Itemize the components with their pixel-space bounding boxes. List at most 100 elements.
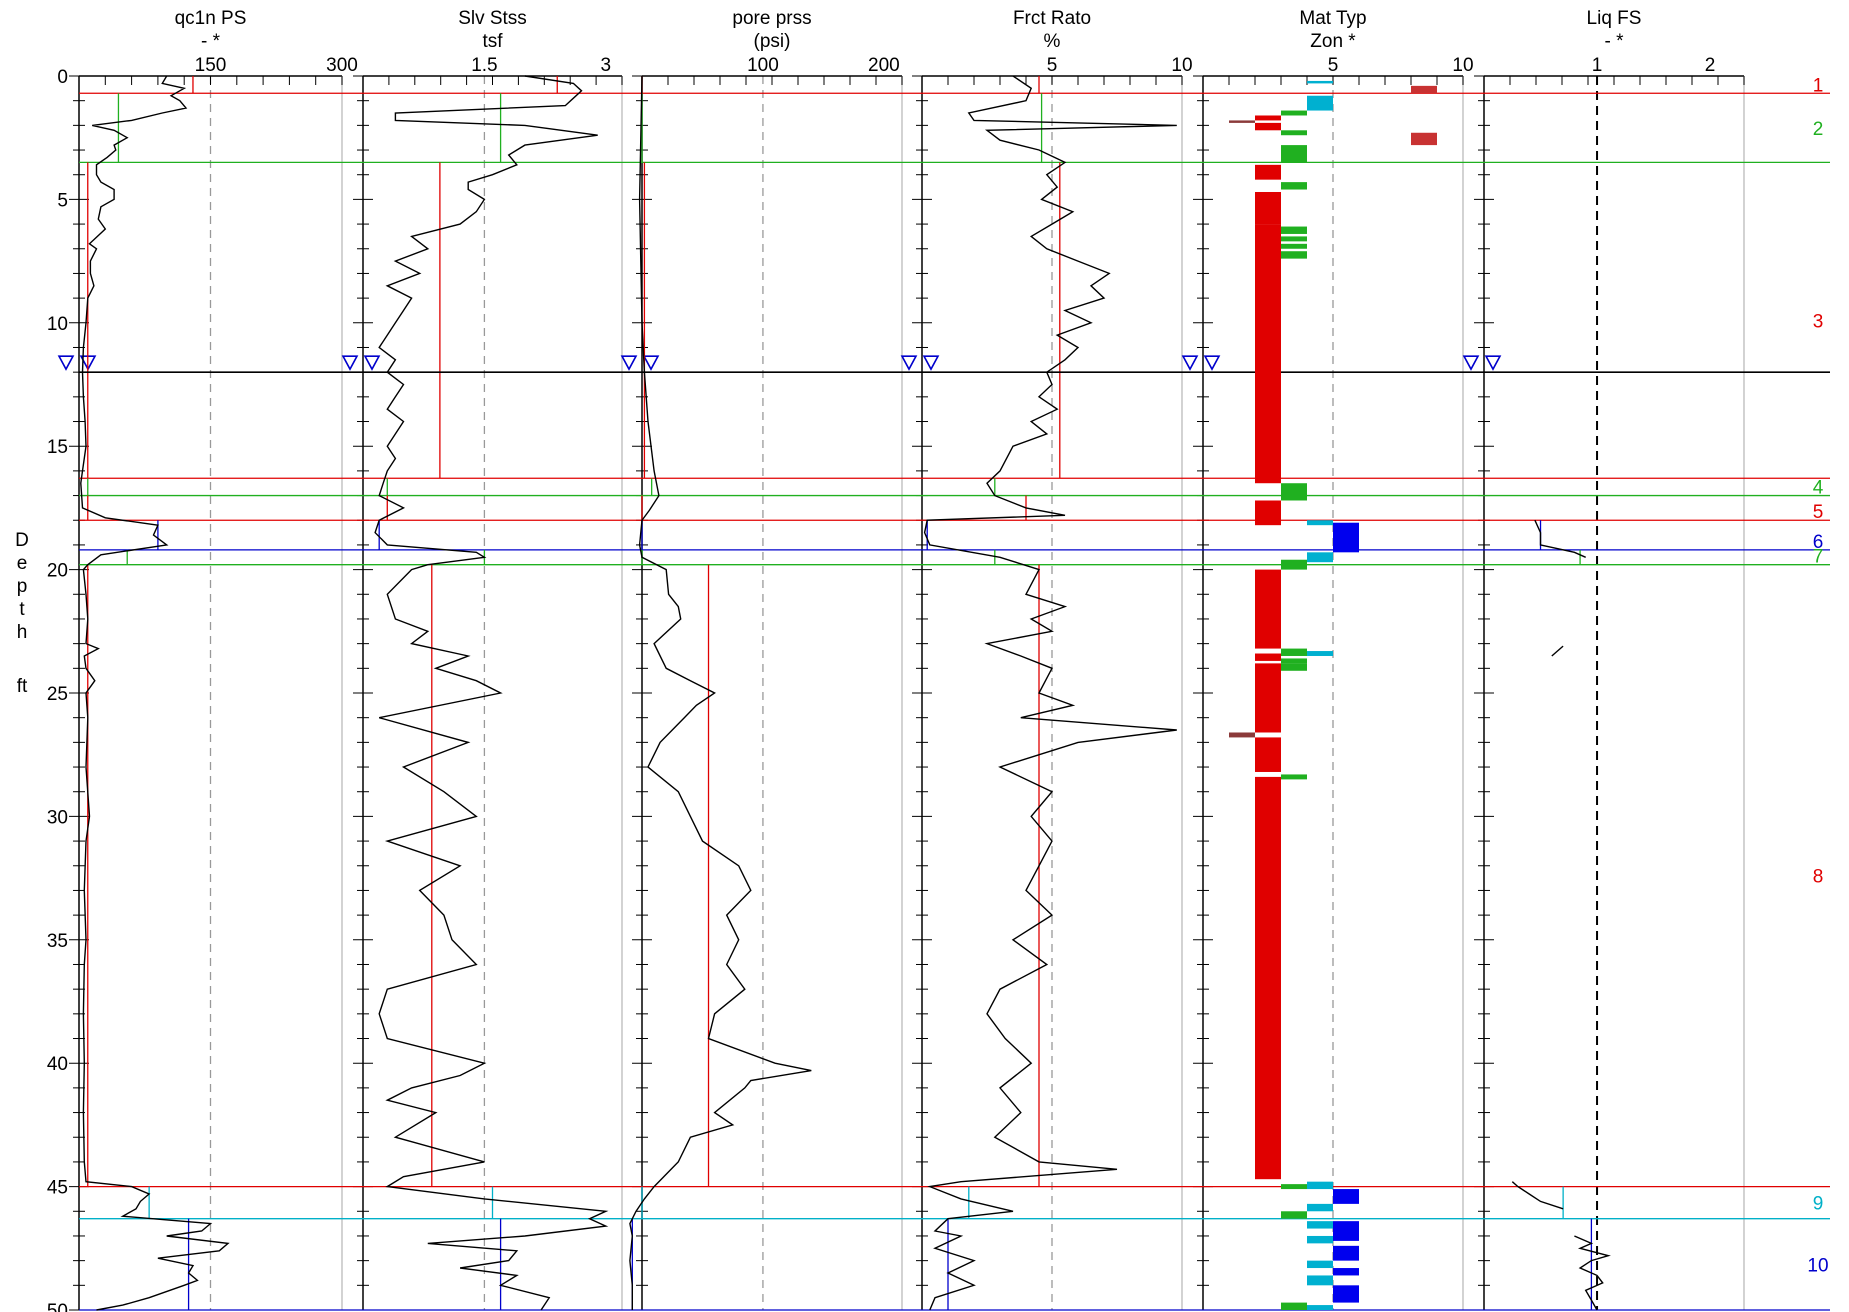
layer-4: 4: [79, 478, 1830, 499]
soil-zone-bar: [1281, 663, 1307, 671]
soil-zone-bar: [1333, 1245, 1359, 1261]
layer-label: 5: [1813, 502, 1824, 523]
soil-zone-bar: [1229, 120, 1255, 123]
soil-zone-bar: [1281, 226, 1307, 234]
profile-line: [1534, 519, 1586, 558]
track-unit: tsf: [482, 31, 503, 52]
y-tick-label: 10: [47, 314, 68, 335]
soil-zone-bar: [1281, 182, 1307, 190]
soil-zone-bar: [1255, 191, 1281, 225]
track-title: Liq FS: [1587, 8, 1642, 29]
soil-zone-bar: [1411, 85, 1437, 94]
profile-line: [1574, 1235, 1611, 1311]
profile-line: [80, 75, 230, 1311]
soil-zone-bar: [1281, 1211, 1307, 1219]
soil-zone-bar: [1333, 1285, 1359, 1303]
layer-label: 7: [1813, 547, 1824, 568]
soil-zone-bar: [1333, 1268, 1359, 1276]
layer-label: 3: [1813, 311, 1824, 332]
track-title: pore prss: [732, 8, 811, 29]
x-tick-label: 100: [747, 55, 779, 76]
soil-zone-bar: [1333, 522, 1359, 553]
water-table-icon: [1203, 355, 1221, 371]
track-unit: - *: [1605, 31, 1625, 52]
y-tick-label: 20: [47, 561, 68, 582]
track-title: Slv Stss: [458, 8, 527, 29]
x-tick-label: 200: [868, 55, 900, 76]
layer-label: 4: [1813, 478, 1824, 499]
soil-zone-bar: [1281, 1184, 1307, 1190]
profile-line: [1511, 1181, 1564, 1210]
layer-9: 9: [79, 1186, 1830, 1220]
water-table-icon: [642, 355, 660, 371]
layer-3: 3: [79, 162, 1830, 479]
soil-zone-bar: [1255, 115, 1281, 121]
soil-zone-bar: [1307, 520, 1333, 526]
water-table-icon: [341, 355, 359, 371]
layer-label: 1: [1813, 75, 1824, 96]
soil-zone-bar: [1411, 132, 1437, 146]
y-tick-label: 50: [47, 1301, 68, 1312]
water-table-icon: [1484, 355, 1502, 371]
water-table-icon: [363, 355, 381, 371]
soil-zone-bar: [1255, 653, 1281, 661]
soil-zone-bar: [1281, 1302, 1307, 1310]
track-4: Frct Rato% 5 10: [900, 8, 1193, 1311]
soil-zone-bar: [1281, 483, 1307, 501]
x-tick-label: 1: [1592, 55, 1603, 76]
track-unit: - *: [201, 31, 221, 52]
water-table-icon: [1181, 355, 1199, 371]
soil-zone-bar: [1307, 1260, 1333, 1269]
water-table-icon: [57, 355, 75, 371]
soil-zone-bar: [1255, 663, 1281, 733]
soil-zone-bar: [1307, 1221, 1333, 1229]
soil-zone-bar: [1307, 651, 1333, 656]
soil-zone-bar: [1307, 1203, 1333, 1212]
water-table-icon: [1462, 355, 1480, 371]
profile-line: [1551, 645, 1564, 657]
soil-zone-bar: [1333, 1189, 1359, 1204]
y-tick-label: 40: [47, 1054, 68, 1075]
soil-zone-bar: [1281, 110, 1307, 116]
y-tick-label: 45: [47, 1178, 68, 1199]
layer-label: 10: [1807, 1255, 1828, 1276]
x-tick-label: 5: [1328, 55, 1339, 76]
soil-zone-bar: [1281, 145, 1307, 163]
soil-zone-bar: [1255, 737, 1281, 772]
soil-zone-bar: [1229, 732, 1255, 738]
y-tick-label: 15: [47, 437, 68, 458]
soil-zone-bars: [1229, 80, 1437, 1310]
y-tick-label: 0: [57, 67, 68, 88]
soil-zone-bar: [1281, 774, 1307, 780]
layer-label: 2: [1813, 119, 1824, 140]
layer-label: 8: [1813, 867, 1824, 888]
profile-line: [629, 75, 812, 1310]
track-unit: (psi): [754, 31, 791, 52]
y-axis-label-letter: h: [17, 622, 28, 643]
x-tick-label: 10: [1171, 55, 1192, 76]
x-tick-label: 2: [1705, 55, 1716, 76]
soil-zone-bar: [1281, 236, 1307, 242]
water-table-icon: [900, 355, 918, 371]
track-6: Liq FS- *1 2: [1462, 8, 1745, 1311]
soil-zone-bar: [1307, 1305, 1333, 1310]
soil-zone-bar: [1255, 122, 1281, 131]
profile-line: [374, 75, 609, 1311]
layer-1: 1: [79, 75, 1830, 96]
x-tick-label: 300: [326, 55, 358, 76]
soil-zone-bar: [1281, 658, 1307, 664]
y-tick-label: 30: [47, 807, 68, 828]
soil-zone-bar: [1307, 80, 1333, 84]
soil-zone-bar: [1255, 500, 1281, 526]
y-tick-label: 25: [47, 684, 68, 705]
track-title: Mat Typ: [1299, 8, 1366, 29]
track-title: Frct Rato: [1013, 8, 1091, 29]
track-unit: Zon *: [1310, 31, 1356, 52]
y-axis-unit: ft: [17, 676, 28, 697]
soil-zone-bar: [1307, 1275, 1333, 1286]
soil-zone-bar: [1307, 95, 1333, 111]
track-3: pore prss(psi) 100 200: [620, 8, 903, 1311]
soil-zone-bar: [1307, 1181, 1333, 1190]
